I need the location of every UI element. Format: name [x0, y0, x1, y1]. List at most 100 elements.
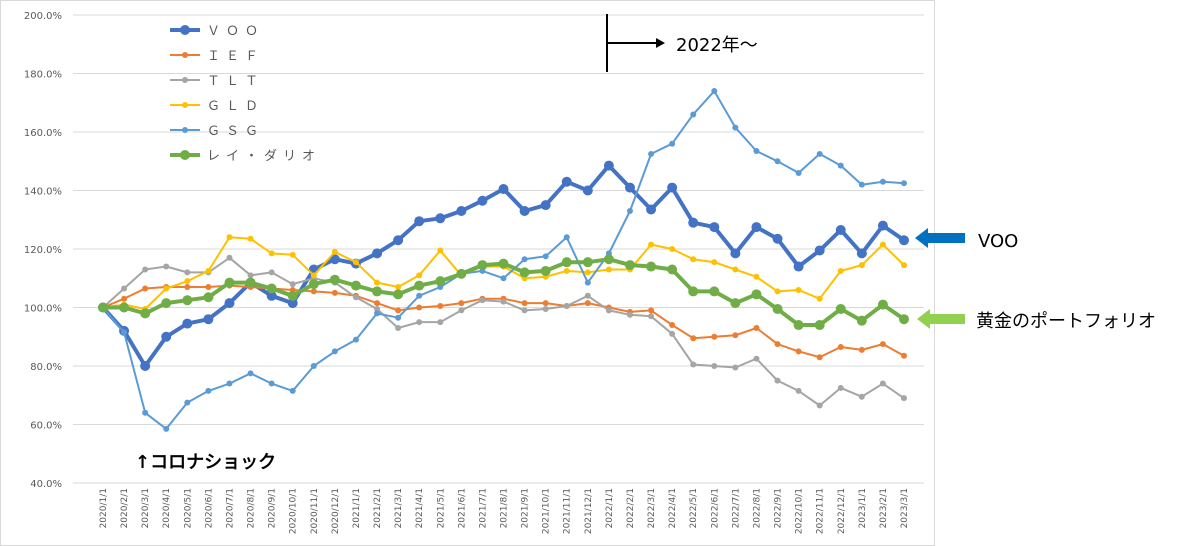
series-point — [393, 289, 404, 300]
series-point — [142, 409, 149, 416]
series-point — [753, 324, 760, 331]
series-point — [352, 259, 359, 266]
series-point — [372, 248, 383, 259]
series-point — [119, 302, 130, 313]
series-point — [308, 279, 319, 290]
legend-swatch-marker — [182, 77, 188, 83]
y-tick-label: 60.0% — [30, 421, 62, 432]
series-point — [688, 286, 699, 297]
x-tick-label: 2020/5/1 — [183, 488, 193, 528]
series-point — [500, 275, 507, 282]
series-point — [648, 313, 655, 320]
series-point — [879, 380, 886, 387]
x-tick-label: 2020/6/1 — [204, 488, 214, 528]
x-tick-label: 2023/1/1 — [858, 488, 868, 528]
legend-label: ＶＯＯ — [207, 24, 264, 39]
series-point — [732, 266, 739, 273]
x-tick-label: 2021/3/1 — [394, 488, 404, 528]
y-tick-label: 40.0% — [30, 479, 62, 490]
series-point — [393, 235, 404, 246]
series-point — [205, 284, 212, 291]
series-group — [100, 254, 907, 409]
series-point — [667, 264, 678, 275]
series-point — [624, 182, 635, 193]
series-point — [795, 348, 802, 355]
series-point — [542, 253, 549, 260]
series-point — [542, 300, 549, 307]
x-axis-ticks: 2020/1/1 2020/2/1 2020/3/1 2020/4/1 2020/5/1… — [99, 488, 910, 534]
series-point — [646, 261, 657, 272]
series-point — [435, 276, 446, 287]
series-point — [711, 88, 718, 95]
series-point — [416, 304, 423, 311]
x-tick-label: 2021/12/1 — [584, 488, 594, 534]
series-point — [352, 336, 359, 343]
series-point — [498, 184, 509, 195]
legend-swatch-marker — [180, 25, 190, 35]
x-tick-label: 2020/12/1 — [331, 488, 341, 534]
x-tick-label: 2022/1/1 — [605, 488, 615, 528]
series-point — [901, 352, 907, 359]
x-tick-label: 2022/10/1 — [795, 488, 805, 534]
series-point — [774, 288, 781, 295]
series-point — [161, 298, 172, 309]
voo-arrow-head — [915, 228, 928, 248]
series-point — [477, 195, 488, 206]
gold-portfolio-label: 黄金のポートフォリオ — [976, 311, 1156, 332]
series-point — [563, 267, 570, 274]
series-point — [395, 314, 402, 321]
series-point — [121, 285, 128, 292]
series-point — [669, 322, 676, 329]
series-point — [374, 300, 381, 307]
year-2022-marker: 2022年～ — [606, 14, 758, 72]
series-point — [816, 402, 823, 409]
series-point — [603, 254, 614, 265]
x-tick-label: 2022/12/1 — [837, 488, 847, 534]
series-point — [268, 269, 275, 276]
series-point — [247, 235, 254, 242]
series-point — [352, 294, 359, 301]
series-point — [648, 307, 655, 314]
legend-label: レイ・ダリオ — [207, 149, 321, 164]
x-tick-label: 2020/11/1 — [310, 488, 320, 534]
legend-swatch-marker — [182, 127, 188, 133]
series-point — [458, 300, 465, 307]
series-point — [479, 297, 486, 304]
series-point — [395, 284, 402, 291]
series-point — [184, 269, 191, 276]
series-point — [584, 279, 591, 286]
series-point — [245, 277, 256, 288]
x-tick-label: 2021/4/1 — [415, 488, 425, 528]
series-point — [584, 292, 591, 299]
y-axis-ticks: 40.0% 60.0% 80.0% 100.0% 120.0% 140.0% 160.0% 1… — [24, 11, 62, 490]
series-point — [287, 298, 298, 309]
x-tick-label: 2020/8/1 — [247, 488, 257, 528]
x-tick-label: 2021/6/1 — [457, 488, 467, 528]
series-point — [732, 364, 739, 371]
series-point — [226, 234, 233, 241]
series-point — [374, 305, 381, 312]
series-point — [858, 346, 865, 353]
series-point — [416, 272, 423, 279]
series-point — [247, 370, 254, 377]
series-point — [540, 265, 551, 276]
series-point — [521, 256, 528, 263]
series-point — [519, 205, 530, 216]
x-tick-label: 2021/10/1 — [542, 488, 552, 534]
x-tick-label: 2020/9/1 — [268, 488, 278, 528]
series-point — [184, 278, 191, 285]
series-point — [163, 425, 170, 432]
series-point — [856, 248, 867, 259]
series-point — [774, 158, 781, 165]
x-tick-label: 2022/2/1 — [626, 488, 636, 528]
series-point — [121, 295, 128, 302]
y-tick-label: 200.0% — [24, 11, 62, 22]
series-point — [795, 286, 802, 293]
x-tick-label: 2020/7/1 — [225, 488, 235, 528]
series-point — [310, 288, 317, 295]
series-point — [879, 241, 886, 248]
series-point — [521, 300, 528, 307]
series-point — [667, 182, 678, 193]
gold-arrow-shaft — [930, 314, 965, 324]
series-point — [142, 266, 149, 273]
